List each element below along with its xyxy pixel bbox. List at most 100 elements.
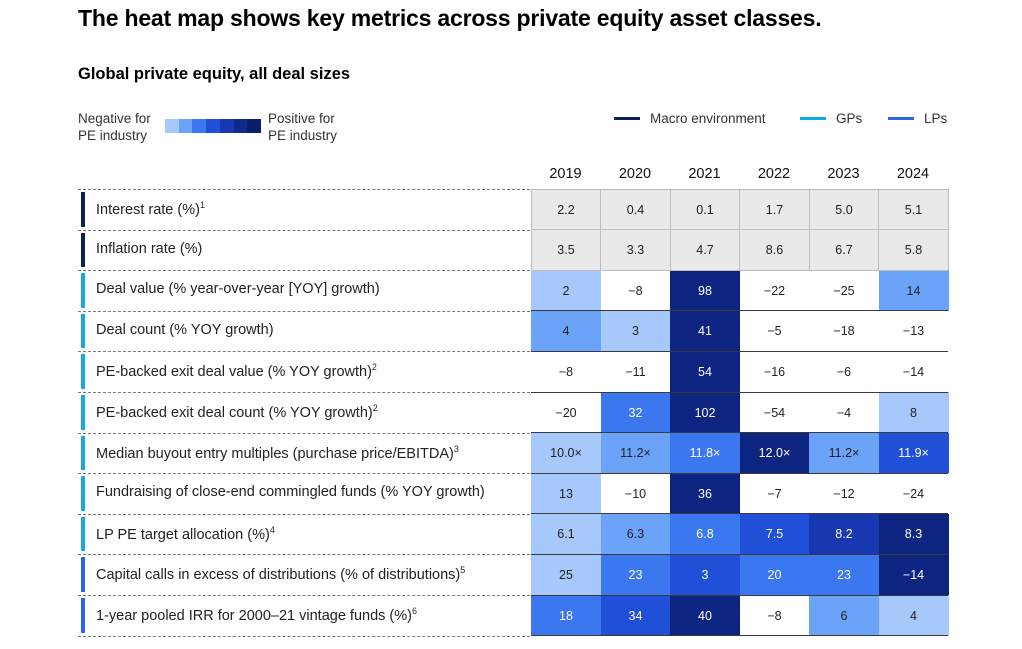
scale-swatch (206, 119, 220, 133)
heatmap-cell: −10 (600, 473, 671, 515)
heatmap-cell: 6.7 (809, 229, 879, 271)
heatmap-cell: 8 (878, 392, 949, 434)
heatmap-cell: 6.1 (531, 513, 601, 555)
grid-row-line (531, 350, 948, 352)
row-label: LP PE target allocation (%)4 (96, 524, 275, 543)
row-divider (78, 595, 530, 596)
heatmap-cell: 40 (670, 595, 740, 637)
category-bar (81, 313, 85, 349)
heatmap-cell: −7 (739, 473, 810, 515)
heatmap-cell: 3 (670, 554, 740, 596)
row-label: 1-year pooled IRR for 2000–21 vintage fu… (96, 606, 417, 624)
heatmap-cell: −22 (739, 270, 810, 312)
heatmap-cell: −8 (739, 595, 810, 637)
heatmap-cell: 36 (670, 473, 740, 515)
heatmap-cell: 3.3 (600, 229, 671, 271)
heatmap-cell: 5.1 (878, 189, 949, 231)
heatmap-cell: 4 (531, 310, 601, 352)
legend-macro-swatch (614, 117, 640, 120)
heatmap-cell: 10.0× (531, 432, 601, 474)
heatmap-cell: 32 (600, 392, 671, 434)
heatmap-cell: −4 (809, 392, 879, 434)
grid-row-line (531, 188, 948, 190)
heatmap-cell: −14 (878, 554, 949, 596)
legend-gps-swatch (800, 117, 826, 120)
heatmap-cell: 54 (670, 351, 740, 393)
category-bar (81, 516, 85, 552)
row-label: Deal value (% year-over-year [YOY] growt… (96, 281, 380, 298)
year-header: 2024 (896, 166, 930, 182)
legend-gps-label: GPs (836, 111, 863, 126)
heatmap-cell: 20 (739, 554, 810, 596)
scale-positive-line-1: Positive for (268, 111, 335, 126)
row-divider (78, 270, 530, 272)
year-header: 2019 (549, 166, 582, 182)
heatmap-cell: 11.2× (600, 432, 671, 474)
heatmap-cell: 102 (670, 392, 740, 434)
category-bar (81, 598, 85, 633)
grid-row-line (531, 513, 948, 515)
row-divider (78, 310, 530, 312)
heatmap-cell: −25 (809, 270, 879, 312)
scale-negative-line-1: Negative for (78, 111, 151, 126)
legend-lps-swatch (888, 117, 914, 120)
heatmap-cell: −14 (878, 351, 949, 393)
heatmap-cell: −18 (809, 310, 879, 352)
heatmap-cell: 4.7 (670, 229, 740, 271)
row-label: Median buyout entry multiples (purchase … (96, 443, 459, 462)
heatmap-cell: 6 (809, 595, 879, 637)
heatmap-cell: −8 (531, 351, 601, 393)
heatmap-cell: 11.2× (809, 432, 879, 474)
heatmap-cell: 1.7 (739, 189, 810, 231)
heatmap-cell: 5.8 (878, 229, 949, 271)
heatmap-cell: 5.0 (809, 189, 879, 231)
category-bar (81, 557, 85, 592)
row-label: Deal count (% YOY growth) (96, 321, 274, 338)
footnote-marker: 2 (371, 362, 377, 373)
year-header: 2021 (688, 166, 721, 182)
heatmap-cell: 3 (600, 310, 671, 352)
heatmap-cell: 11.9× (878, 432, 949, 474)
legend-lps-label: LPs (924, 111, 948, 126)
legend-lps: LPs (888, 110, 947, 127)
heatmap-cell: 23 (809, 554, 879, 596)
heatmap-cell: 8.6 (739, 229, 810, 271)
row-divider (78, 513, 530, 515)
scale-swatch (247, 119, 262, 133)
heatmap-cell: 2.2 (531, 189, 601, 231)
row-label: Interest rate (%)1 (96, 200, 205, 218)
grid-row-line (531, 553, 948, 555)
scale-swatch (233, 119, 248, 133)
row-divider (78, 554, 530, 556)
category-bar (81, 435, 85, 471)
row-divider (78, 432, 530, 434)
footnote-marker: 4 (269, 524, 275, 535)
scale-swatch (219, 119, 234, 133)
row-label: PE-backed exit deal count (% YOY growth)… (96, 403, 378, 421)
grid-row-line (531, 432, 948, 434)
scale-swatch (192, 119, 207, 133)
heatmap-cell: 8.2 (809, 513, 879, 555)
heatmap-cell: −54 (739, 392, 810, 434)
year-header: 2020 (618, 166, 652, 182)
heatmap-cell: 0.4 (600, 189, 671, 231)
heatmap-cell: −5 (739, 310, 810, 352)
row-divider (78, 392, 530, 393)
heatmap-cell: −24 (878, 473, 949, 515)
heatmap-cell: 23 (600, 554, 671, 596)
scale-positive-line-2: PE industry (268, 128, 338, 143)
chart-subtitle: Global private equity, all deal sizes (78, 65, 351, 83)
category-bar (81, 354, 85, 389)
row-divider (78, 351, 530, 353)
scale-negative-label: Negative for PE industry (78, 110, 151, 144)
heatmap-cell: 3.5 (531, 229, 601, 271)
row-divider (78, 473, 530, 475)
heatmap-cell: 7.5 (739, 513, 810, 555)
legend-gps: GPs (800, 110, 862, 127)
row-label: PE-backed exit deal value (% YOY growth)… (96, 362, 377, 381)
row-label: Fundraising of close-end commingled fund… (96, 484, 485, 501)
footnote-marker: 6 (411, 606, 417, 616)
footnote-marker: 3 (453, 443, 459, 454)
heatmap-cell: −16 (739, 351, 810, 393)
scale-negative-line-2: PE industry (78, 128, 148, 143)
